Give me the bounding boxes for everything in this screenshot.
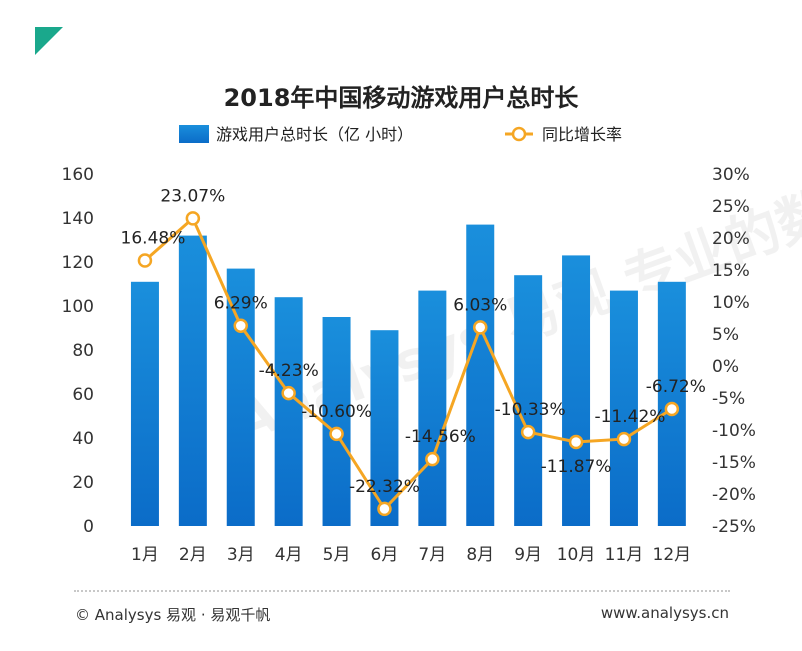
x-tick-label: 2月 <box>179 545 207 565</box>
x-tick-label: 6月 <box>371 545 399 565</box>
chart: 2018年中国移动游戏用户总时长 游戏用户总时长（亿 小时） 同比增长率 0 20… <box>62 84 756 565</box>
growth-marker <box>185 211 201 226</box>
left-axis: 0 20 40 60 80 100 120 140 160 <box>62 165 94 537</box>
x-tick-label: 1月 <box>131 545 159 565</box>
growth-data-label: -6.72% <box>646 377 706 397</box>
bar <box>466 224 495 526</box>
growth-marker <box>329 426 344 442</box>
growth-data-label: -11.87% <box>541 457 612 477</box>
left-tick-label: 0 <box>83 517 94 537</box>
legend-line-marker <box>511 126 527 142</box>
bar <box>562 255 591 526</box>
left-tick-label: 60 <box>72 385 94 405</box>
footer-copyright: © Analysys 易观 · 易观千帆 <box>75 606 271 624</box>
growth-marker <box>233 318 248 333</box>
chart-title: 2018年中国移动游戏用户总时长 <box>224 84 580 112</box>
growth-marker <box>520 424 536 440</box>
growth-data-label: -14.56% <box>405 427 476 447</box>
growth-data-label: -10.60% <box>301 402 372 422</box>
legend-bar-swatch <box>179 125 209 143</box>
x-tick-label: 12月 <box>653 545 692 565</box>
bar <box>274 297 303 526</box>
x-tick-label: 11月 <box>605 545 644 565</box>
right-tick-label: -5% <box>712 389 745 409</box>
bar <box>178 235 207 526</box>
x-tick-label: 10月 <box>557 545 596 565</box>
growth-data-label: -11.42% <box>594 407 665 427</box>
x-tick-label: 5月 <box>323 545 351 565</box>
growth-line: 16.48% 23.07% 6.29% -4.23% -10.60% -22.32% -14… <box>121 186 706 517</box>
growth-data-label: 23.07% <box>160 186 225 206</box>
growth-marker <box>568 434 584 450</box>
legend: 游戏用户总时长（亿 小时） 同比增长率 <box>179 125 622 144</box>
right-tick-label: 20% <box>712 229 750 249</box>
left-tick-label: 140 <box>62 209 94 229</box>
right-tick-label: 15% <box>712 261 750 281</box>
growth-marker <box>664 401 680 417</box>
bar <box>322 317 351 526</box>
growth-marker <box>377 501 392 517</box>
right-tick-label: 5% <box>712 325 739 345</box>
corner-logo-triangle <box>35 27 63 55</box>
x-tick-label: 4月 <box>275 545 303 565</box>
left-tick-label: 100 <box>62 297 94 317</box>
right-tick-label: 10% <box>712 293 750 313</box>
growth-data-label: -4.23% <box>259 361 319 381</box>
x-tick-label: 7月 <box>418 545 446 565</box>
bars <box>130 224 686 526</box>
legend-line-label: 同比增长率 <box>542 125 622 144</box>
growth-marker <box>616 431 632 447</box>
left-tick-label: 120 <box>62 253 94 273</box>
growth-data-label: -10.33% <box>495 400 566 420</box>
left-tick-label: 20 <box>72 473 94 493</box>
growth-marker <box>473 320 488 335</box>
growth-marker <box>425 451 440 467</box>
left-tick-label: 40 <box>72 429 94 449</box>
growth-marker <box>281 385 296 401</box>
legend-bar-label: 游戏用户总时长（亿 小时） <box>216 125 413 144</box>
right-tick-label: -20% <box>712 485 756 505</box>
bar <box>514 275 543 526</box>
growth-data-label: 6.29% <box>214 294 268 314</box>
growth-data-label: 6.03% <box>453 295 507 315</box>
right-tick-label: -10% <box>712 421 756 441</box>
left-tick-label: 80 <box>72 341 94 361</box>
footer-website: www.analysys.cn <box>600 604 729 622</box>
growth-marker <box>137 253 153 268</box>
growth-data-label: -22.32% <box>349 477 420 497</box>
right-tick-label: 30% <box>712 165 750 185</box>
right-tick-label: -25% <box>712 517 756 537</box>
growth-data-label: 16.48% <box>121 229 186 249</box>
bar <box>609 290 638 526</box>
x-tick-label: 9月 <box>514 545 542 565</box>
bar <box>130 281 159 526</box>
right-tick-label: 0% <box>712 357 739 377</box>
bar <box>226 268 255 526</box>
x-tick-label: 8月 <box>466 545 494 565</box>
right-tick-label: -15% <box>712 453 756 473</box>
footer-divider <box>74 590 730 592</box>
left-tick-label: 160 <box>62 165 94 185</box>
right-axis: 30% 25% 20% 15% 10% 5% 0% -5% -10% -15% -20% -25% <box>712 165 756 537</box>
bar <box>418 290 447 526</box>
x-tick-label: 3月 <box>227 545 255 565</box>
growth-line-path <box>143 215 673 512</box>
x-axis: 1月 2月 3月 4月 5月 6月 7月 8月 9月 10月 11月 12月 <box>131 545 691 565</box>
right-tick-label: 25% <box>712 197 750 217</box>
